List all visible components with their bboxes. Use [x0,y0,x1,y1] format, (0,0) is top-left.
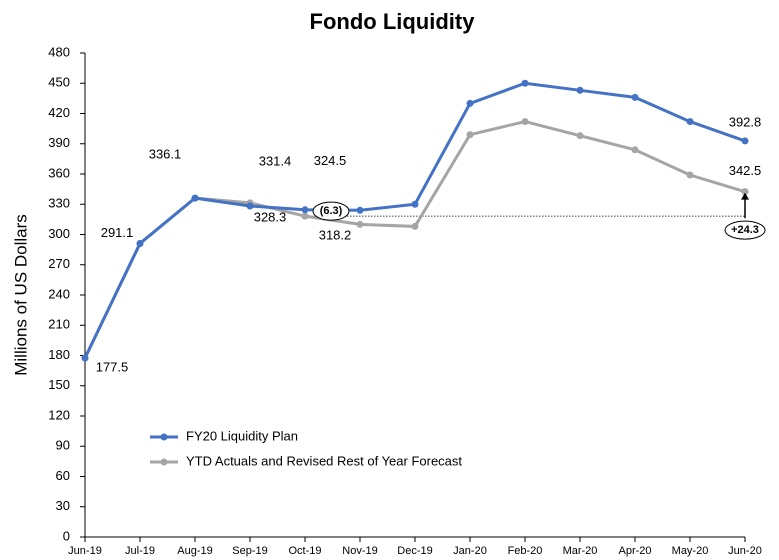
y-tick-label: 450 [48,75,70,90]
data-point [301,212,309,220]
legend-marker [160,458,168,466]
x-tick-label: Sep-19 [232,545,267,557]
data-label: 318.2 [319,228,352,243]
data-label: 336.1 [149,147,182,162]
y-tick-label: 0 [63,528,70,543]
annotation-arrowhead [741,192,749,200]
annotation: +24.3 [731,224,759,236]
data-point [411,222,419,230]
y-tick-label: 150 [48,377,70,392]
chart-title: Fondo Liquidity [310,9,476,34]
y-tick-label: 240 [48,286,70,301]
data-point [466,99,474,107]
annotation-bubble [724,220,766,240]
data-point [246,202,254,210]
x-tick-label: Feb-20 [508,545,543,557]
x-tick-label: Jun-20 [728,545,762,557]
y-tick-label: 390 [48,135,70,150]
data-point [686,171,694,179]
data-point [631,93,639,101]
x-tick-label: Jun-19 [68,545,102,557]
series-line [83,81,746,359]
y-tick-label: 300 [48,226,70,241]
y-tick-label: 210 [48,317,70,332]
data-point [521,79,529,87]
data-label: 392.8 [729,114,762,129]
data-point [741,188,749,196]
x-tick-label: Jul-19 [125,545,155,557]
data-point [521,118,529,126]
y-tick-label: 270 [48,256,70,271]
data-point [356,206,364,214]
x-tick-label: Mar-20 [563,545,598,557]
y-axis-title: Millions of US Dollars [11,214,30,376]
data-point [466,131,474,139]
legend-marker [160,433,168,441]
data-label: 177.5 [96,359,129,374]
series-line [83,120,746,359]
data-label: 328.3 [254,209,287,224]
data-point [741,137,749,145]
legend-label: YTD Actuals and Revised Rest of Year For… [186,453,462,468]
data-point [576,86,584,94]
data-point [411,200,419,208]
data-point [631,146,639,154]
x-tick-label: Aug-19 [177,545,212,557]
data-point [576,132,584,140]
x-tick-label: Jan-20 [453,545,487,557]
y-tick-label: 420 [48,105,70,120]
x-tick-label: May-20 [672,545,709,557]
x-tick-label: Apr-20 [618,545,651,557]
data-label: 342.5 [729,163,762,178]
data-point [191,194,199,202]
data-point [686,118,694,126]
y-tick-label: 120 [48,407,70,422]
y-tick-label: 360 [48,165,70,180]
annotation: (6.3) [320,205,343,217]
annotation-bubble [312,201,350,221]
data-label: 324.5 [314,153,347,168]
y-tick-label: 180 [48,347,70,362]
data-point [136,239,144,247]
data-point [356,220,364,228]
x-tick-label: Oct-19 [288,545,321,557]
y-tick-label: 30 [56,498,70,513]
data-label: 331.4 [259,153,292,168]
y-tick-label: 480 [48,44,70,59]
y-tick-label: 330 [48,196,70,211]
legend-label: FY20 Liquidity Plan [186,428,298,443]
data-point [81,354,89,362]
data-point [301,206,309,214]
y-tick-label: 90 [56,438,70,453]
data-label: 291.1 [101,225,134,240]
x-tick-label: Dec-19 [397,545,432,557]
x-tick-label: Nov-19 [342,545,377,557]
y-tick-label: 60 [56,468,70,483]
